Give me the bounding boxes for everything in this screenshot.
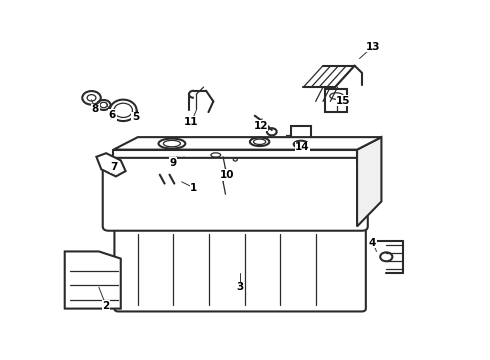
Text: 8: 8	[92, 104, 99, 114]
Text: 15: 15	[336, 96, 351, 106]
Text: 11: 11	[184, 117, 198, 127]
FancyBboxPatch shape	[115, 227, 366, 311]
Text: 2: 2	[102, 301, 110, 311]
Text: 1: 1	[190, 183, 197, 193]
Bar	[325, 89, 347, 112]
Text: 4: 4	[369, 238, 376, 248]
Polygon shape	[97, 153, 125, 176]
Text: 6: 6	[109, 110, 116, 120]
Text: 7: 7	[111, 162, 118, 172]
FancyBboxPatch shape	[103, 158, 368, 231]
Text: 12: 12	[253, 121, 268, 131]
Text: 10: 10	[220, 170, 234, 180]
Text: 5: 5	[132, 112, 139, 122]
Text: 9: 9	[170, 158, 176, 168]
Bar	[291, 126, 311, 144]
Polygon shape	[114, 137, 381, 150]
Polygon shape	[357, 137, 381, 226]
Text: 14: 14	[295, 142, 310, 152]
Text: 13: 13	[366, 42, 380, 52]
Polygon shape	[65, 251, 121, 309]
Text: 3: 3	[237, 282, 244, 292]
